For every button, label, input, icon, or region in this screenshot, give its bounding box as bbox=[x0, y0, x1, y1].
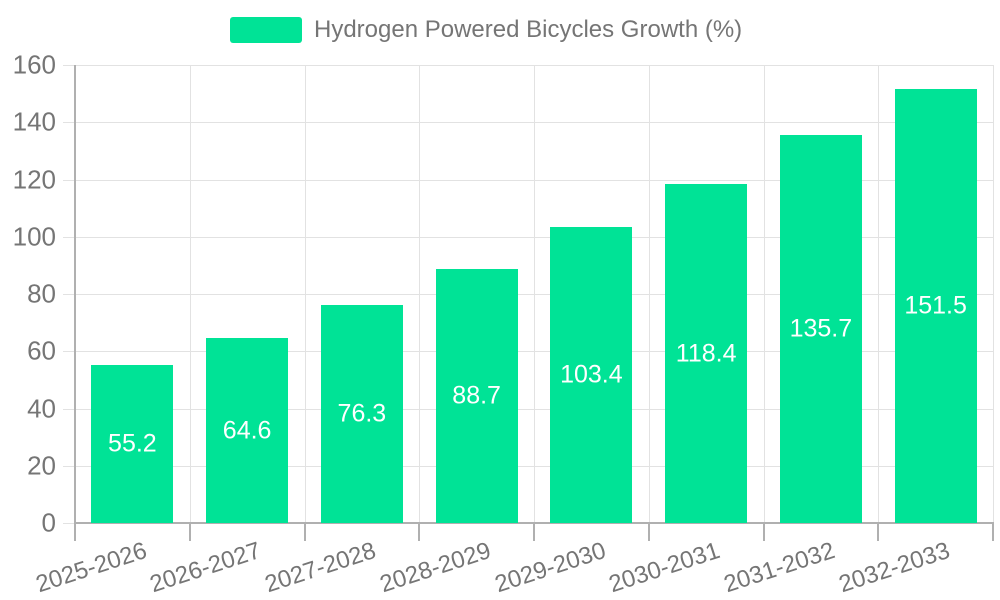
bar-value-label: 103.4 bbox=[560, 360, 623, 389]
bar bbox=[206, 338, 289, 523]
x-axis-tick bbox=[188, 523, 191, 541]
bar-value-label: 55.2 bbox=[108, 429, 157, 458]
y-tick-label: 60 bbox=[27, 335, 56, 366]
x-axis-tick bbox=[74, 523, 76, 541]
gridline-horizontal bbox=[63, 465, 993, 467]
bar-value-label: 135.7 bbox=[789, 314, 853, 343]
legend-label: Hydrogen Powered Bicycles Growth (%) bbox=[314, 16, 743, 43]
x-axis-tick bbox=[533, 523, 535, 541]
y-tick-label: 20 bbox=[27, 450, 56, 481]
x-axis-tick bbox=[877, 523, 880, 541]
gridline-horizontal bbox=[63, 351, 993, 353]
x-tick-label: 2025-2026 bbox=[32, 537, 150, 599]
y-tick-label: 40 bbox=[27, 393, 56, 423]
legend: Hydrogen Powered Bicycles Growth (%) bbox=[230, 16, 742, 44]
x-tick-label: 2031-2032 bbox=[720, 537, 839, 599]
gridline-vertical bbox=[419, 65, 421, 523]
x-axis-tick bbox=[992, 523, 994, 541]
y-tick-label: 0 bbox=[41, 507, 56, 538]
y-axis-line bbox=[74, 65, 76, 523]
legend-swatch bbox=[230, 17, 302, 43]
x-axis-tick bbox=[418, 523, 421, 541]
gridline-vertical bbox=[993, 65, 994, 523]
bar-value-label: 64.6 bbox=[222, 416, 272, 445]
bar-value-label: 88.7 bbox=[452, 381, 501, 410]
gridline-vertical bbox=[763, 65, 765, 523]
x-tick-label: 2027-2028 bbox=[261, 537, 380, 599]
x-axis-tick bbox=[762, 523, 765, 541]
y-tick-label: 80 bbox=[27, 278, 56, 309]
x-tick-label: 2028-2029 bbox=[376, 537, 494, 599]
x-axis-tick bbox=[303, 523, 306, 541]
gridline-vertical bbox=[304, 65, 306, 523]
gridline-vertical bbox=[878, 65, 880, 523]
y-tick-label: 100 bbox=[12, 221, 56, 252]
gridline-horizontal bbox=[63, 65, 993, 66]
gridline-vertical bbox=[534, 65, 535, 523]
gridline-vertical bbox=[648, 65, 650, 523]
y-tick-label: 160 bbox=[12, 49, 56, 80]
bar bbox=[435, 269, 518, 523]
bar bbox=[894, 89, 977, 523]
gridline-horizontal bbox=[63, 122, 993, 124]
bar bbox=[665, 184, 748, 523]
y-tick-label: 140 bbox=[12, 106, 56, 137]
gridline-horizontal bbox=[63, 179, 993, 181]
gridline-vertical bbox=[189, 65, 191, 523]
bar-value-label: 118.4 bbox=[675, 339, 737, 368]
bar-value-label: 151.5 bbox=[904, 291, 967, 320]
bar bbox=[320, 304, 403, 523]
x-axis-line bbox=[75, 522, 994, 524]
bar bbox=[91, 364, 174, 523]
x-tick-label: 2026-2027 bbox=[146, 537, 265, 599]
bar-value-label: 76.3 bbox=[337, 399, 387, 428]
gridline-horizontal bbox=[63, 236, 993, 238]
x-tick-label: 2032-2033 bbox=[835, 537, 953, 599]
x-axis-tick bbox=[647, 523, 650, 541]
gridline-horizontal bbox=[63, 408, 993, 410]
bar bbox=[550, 227, 633, 523]
x-tick-label: 2029-2030 bbox=[491, 537, 609, 599]
x-tick-label: 2030-2031 bbox=[605, 537, 724, 599]
bar bbox=[779, 134, 862, 523]
y-tick-label: 120 bbox=[12, 164, 56, 194]
gridline-horizontal bbox=[63, 294, 993, 295]
